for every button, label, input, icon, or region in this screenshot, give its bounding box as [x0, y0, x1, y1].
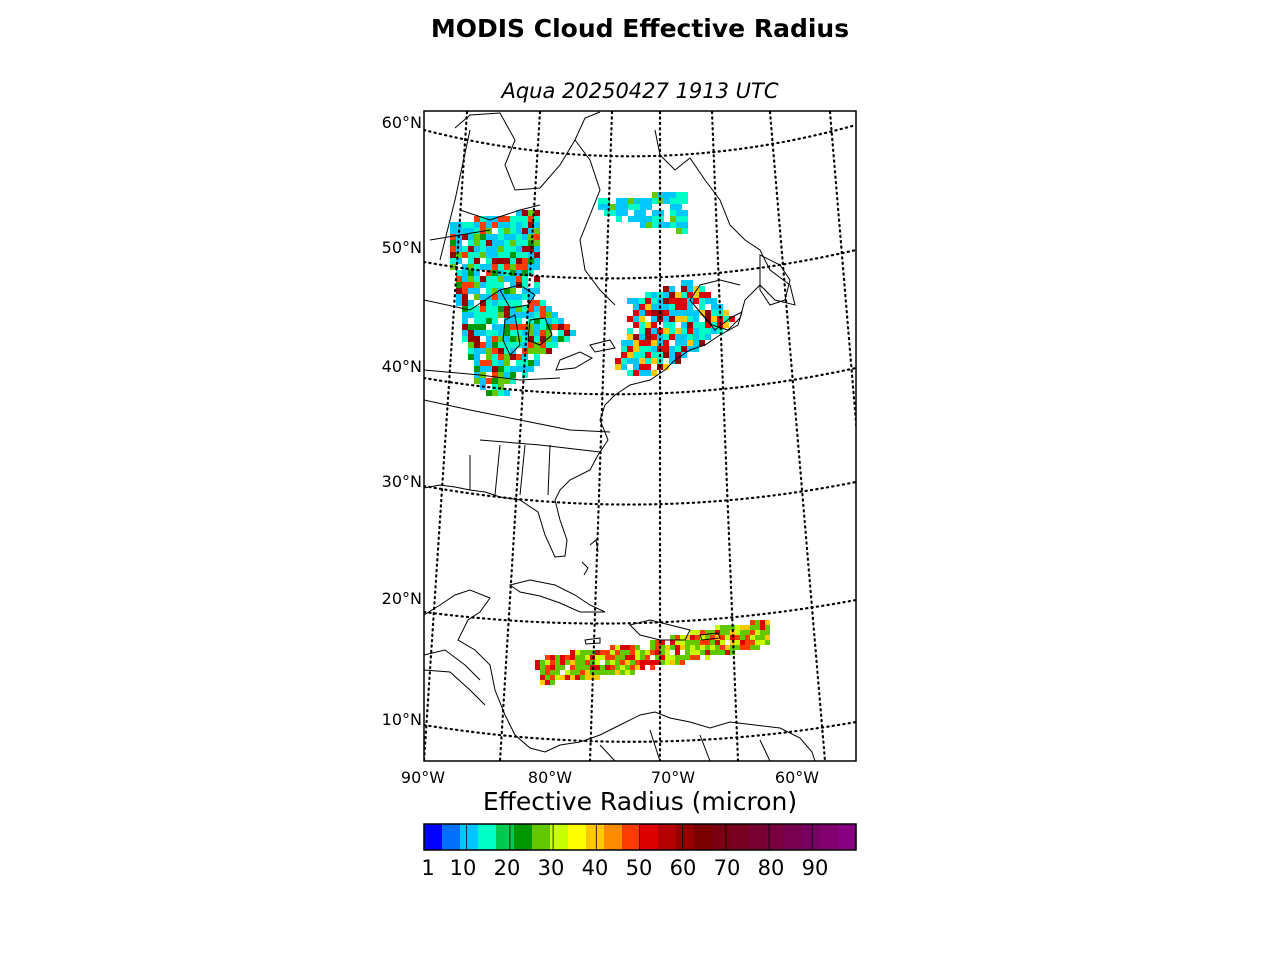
caribbean-swath [535, 620, 770, 685]
page-title: MODIS Cloud Effective Radius [430, 14, 850, 43]
colorbar-segment [730, 824, 749, 850]
colorbar-tick-10: 10 [449, 856, 477, 880]
lat-label-60: 60°N [381, 113, 422, 132]
labrador-swath [598, 192, 688, 234]
colorbar-segment [496, 824, 515, 850]
colorbar-segment [694, 824, 713, 850]
lon-label-60w: 60°W [774, 768, 820, 787]
colorbar-segment [442, 824, 461, 850]
colorbar-segment [676, 824, 695, 850]
colorbar-segment [658, 824, 677, 850]
map-frame [423, 110, 857, 762]
colorbar-segment [712, 824, 731, 850]
colorbar-segment [586, 824, 605, 850]
colorbar-segment [460, 824, 479, 850]
colorbar-frame [423, 823, 857, 851]
colorbar-segment [838, 824, 857, 850]
colorbar-segment [478, 824, 497, 850]
colorbar-tick-50: 50 [625, 856, 653, 880]
lon-label-70w: 70°W [650, 768, 696, 787]
colorbar-segment [748, 824, 767, 850]
colorbar-tick-40: 40 [581, 856, 609, 880]
map-subtitle: Aqua 20250427 1913 UTC [501, 79, 779, 103]
lon-label-90w: 90°W [400, 768, 446, 787]
colorbar-segment [640, 824, 659, 850]
colorbar-segment [622, 824, 641, 850]
colorbar-segment [568, 824, 587, 850]
lat-label-30: 30°N [381, 472, 422, 491]
coastlines [424, 111, 816, 761]
swath-layer [450, 192, 770, 685]
colorbar-segment [784, 824, 803, 850]
colorbar-segment [604, 824, 623, 850]
lat-label-20: 20°N [381, 589, 422, 608]
lat-label-50: 50°N [381, 238, 422, 257]
colorbar-tick-1: 1 [421, 856, 435, 880]
colorbar-tick-60: 60 [669, 856, 697, 880]
colorbar-tick-70: 70 [713, 856, 741, 880]
colorbar-segment [802, 824, 821, 850]
colorbar-tick-20: 20 [493, 856, 521, 880]
colorbar-tick-30: 30 [537, 856, 565, 880]
colorbar-title: Effective Radius (micron) [482, 787, 798, 816]
colorbar-segment [766, 824, 785, 850]
colorbar-tick-80: 80 [757, 856, 785, 880]
colorbar-segment [424, 824, 443, 850]
lat-label-40: 40°N [381, 357, 422, 376]
lon-label-80w: 80°W [527, 768, 573, 787]
colorbar-tick-90: 90 [801, 856, 829, 880]
colorbar-segment [532, 824, 551, 850]
colorbar [424, 824, 857, 850]
colorbar-segment [550, 824, 569, 850]
colorbar-segment [820, 824, 839, 850]
graticule [424, 111, 856, 761]
lat-label-10: 10°N [381, 710, 422, 729]
colorbar-segment [514, 824, 533, 850]
